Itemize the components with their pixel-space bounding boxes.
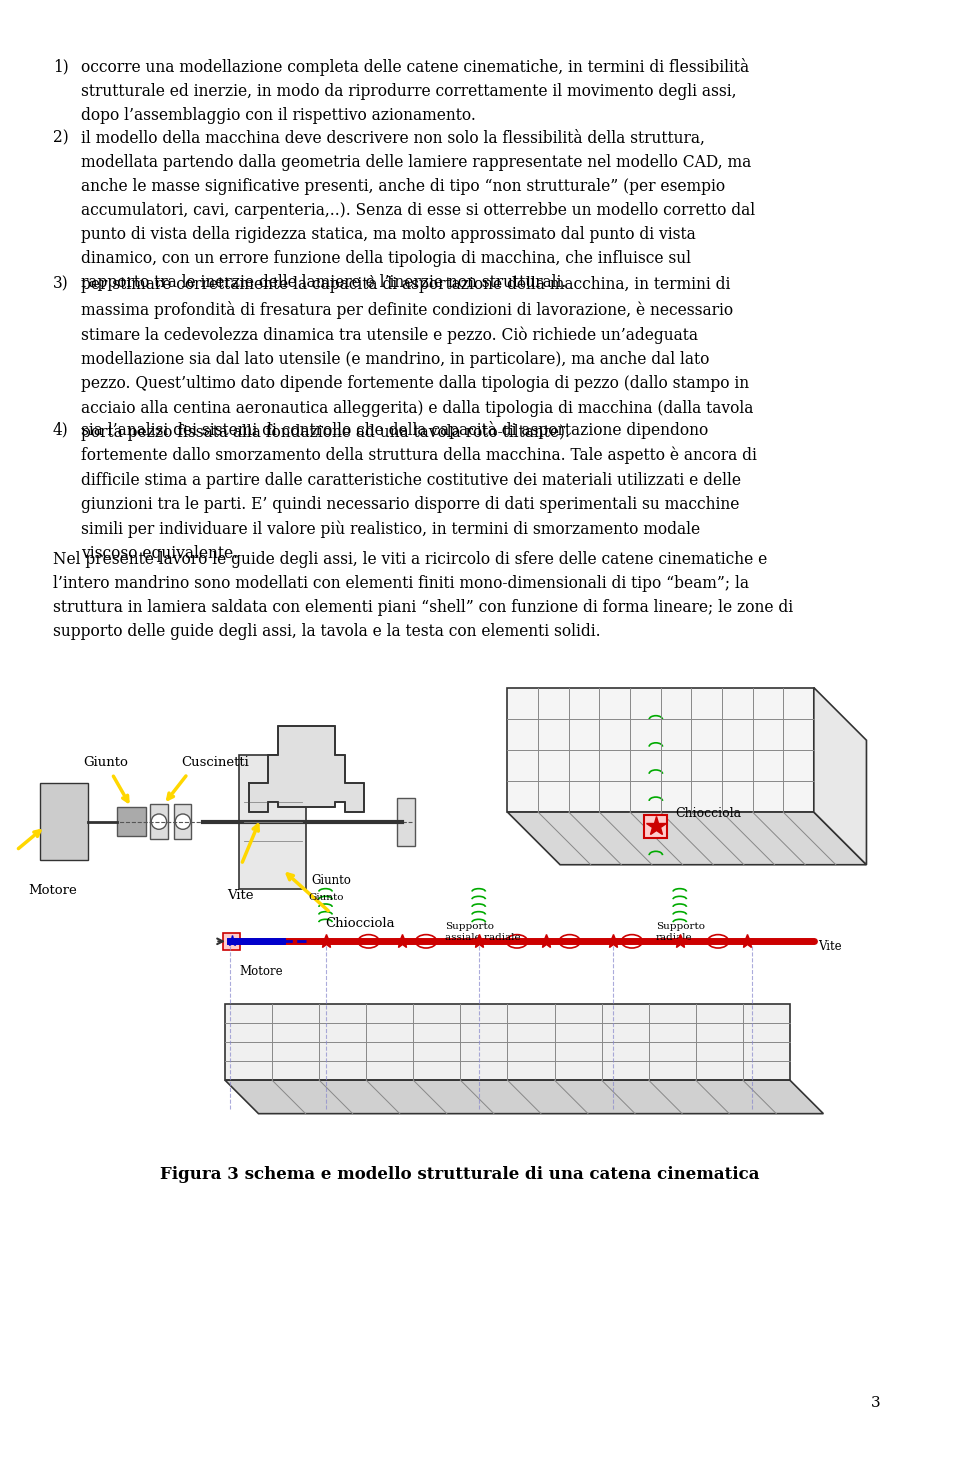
Text: sia l’analisi dei sistemi di controllo che della capacità di asportazione dipend: sia l’analisi dei sistemi di controllo c… xyxy=(82,422,757,562)
Text: Chiocciola: Chiocciola xyxy=(325,917,396,931)
Text: 4): 4) xyxy=(53,422,68,438)
Text: Figura 3 schema e modello strutturale di una catena cinematica: Figura 3 schema e modello strutturale di… xyxy=(159,1166,759,1183)
Text: Motore: Motore xyxy=(239,966,283,978)
Text: Vite: Vite xyxy=(227,889,253,901)
Text: Giunto: Giunto xyxy=(311,875,351,888)
Text: occorre una modellazione completa delle catene cinematiche, in termini di flessi: occorre una modellazione completa delle … xyxy=(82,59,750,125)
Text: Giunto: Giunto xyxy=(84,756,129,769)
Bar xyxy=(644,814,667,838)
Bar xyxy=(239,754,306,889)
Text: 1): 1) xyxy=(53,59,68,75)
Text: Nel presente lavoro le guide degli assi, le viti a ricircolo di sfere delle cate: Nel presente lavoro le guide degli assi,… xyxy=(53,551,793,639)
Text: Chiocciola: Chiocciola xyxy=(675,807,741,820)
Circle shape xyxy=(152,814,167,829)
Bar xyxy=(223,932,240,950)
Bar xyxy=(151,804,168,839)
Bar xyxy=(508,688,814,811)
Polygon shape xyxy=(814,688,867,864)
Circle shape xyxy=(176,814,190,829)
Text: 3): 3) xyxy=(53,275,68,293)
Bar xyxy=(397,798,415,845)
Text: il modello della macchina deve descrivere non solo la flessibilità della struttu: il modello della macchina deve descriver… xyxy=(82,129,756,291)
Text: Giunto: Giunto xyxy=(308,894,344,903)
Polygon shape xyxy=(225,1080,824,1114)
Bar xyxy=(40,784,88,860)
Bar xyxy=(117,807,146,836)
Text: Vite: Vite xyxy=(819,939,842,953)
Polygon shape xyxy=(249,726,364,811)
Text: 2): 2) xyxy=(53,129,68,147)
Text: Cuscinetti: Cuscinetti xyxy=(180,756,249,769)
Polygon shape xyxy=(508,811,867,864)
Text: Supporto
assiale radiale: Supporto assiale radiale xyxy=(445,922,521,942)
Text: 3: 3 xyxy=(872,1396,881,1410)
Text: per stimare correttamente la capacità di asportazione della macchina, in termini: per stimare correttamente la capacità di… xyxy=(82,275,754,441)
Text: Supporto
radiale: Supporto radiale xyxy=(656,922,705,942)
Bar xyxy=(225,1004,790,1080)
Text: Motore: Motore xyxy=(29,883,78,897)
Bar xyxy=(175,804,191,839)
